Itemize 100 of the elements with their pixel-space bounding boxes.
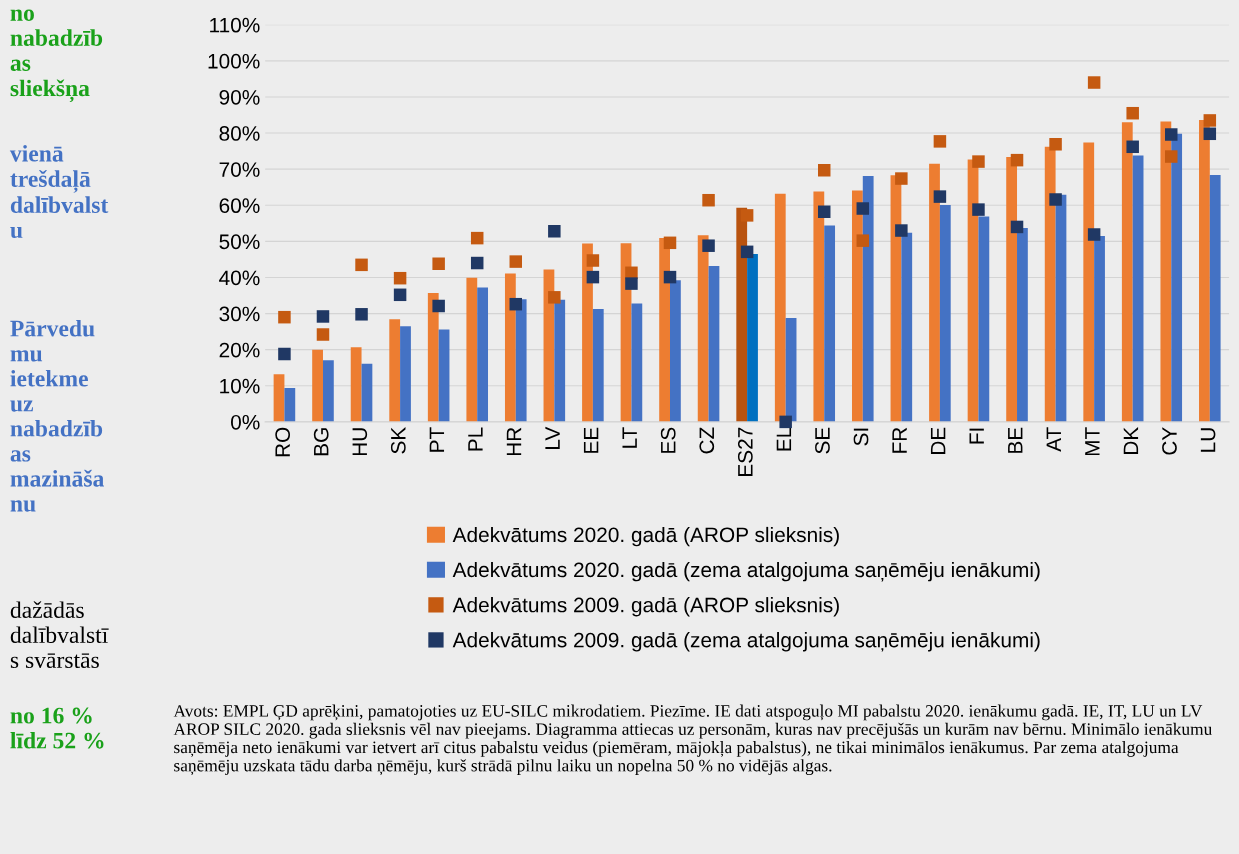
bar xyxy=(322,360,334,422)
bar xyxy=(361,363,373,422)
x-tick-label: LU xyxy=(1200,428,1216,452)
bar xyxy=(515,299,527,422)
bar xyxy=(862,176,874,422)
point xyxy=(509,255,523,268)
bar xyxy=(438,329,450,422)
point xyxy=(470,256,484,270)
point xyxy=(1087,228,1101,241)
x-tick-label: DK xyxy=(1123,426,1139,454)
bar xyxy=(631,303,643,422)
point xyxy=(548,291,561,304)
point xyxy=(856,202,870,215)
x-tick-label: AT xyxy=(1046,427,1061,452)
point xyxy=(972,155,985,168)
x-tick-label: FR xyxy=(892,427,907,453)
point xyxy=(702,239,715,252)
x-tick-label: EE xyxy=(583,427,599,453)
x-tick-label: HR xyxy=(506,427,522,456)
text: Avots: EMPL ĢD aprēķini, pamatojoties uz EU-SILC mikrodatiem. Piezīme. IE dati atspoguļo MI pabalstu 2020. ienākumu gadā. IE, IT, LU un LV AROP SILC 2020. gada slieksnis vēl nav pieejams. Diagramma attiecas uz personām, kuras nav precējušās un kurām nav bērnu. Minimālo ienākumu saņēmēja neto ienākumi var ietvert arī citus pabalstu veidus (piemēram, mājokļa pabalstus), ne tikai minimālos ienākumus. Par zema atalgojuma saņēmēju uzskata tādu darba ņēmēju, kurš strādā pilnu laiku un nopelna 50 % no vidējās algas. xyxy=(173,704,1212,776)
point xyxy=(1203,114,1217,127)
bar xyxy=(582,243,593,422)
x-tick-label: DE xyxy=(930,427,946,454)
x-tick-label: SK xyxy=(390,426,406,454)
point xyxy=(895,224,908,237)
point xyxy=(933,190,947,203)
bar xyxy=(670,280,681,422)
point xyxy=(393,288,407,302)
legend-label: Adekvātums 2009. gadā (AROP slieksnis) xyxy=(452,597,839,617)
x-tick-label: RO xyxy=(275,427,291,457)
bar xyxy=(1121,122,1133,422)
point xyxy=(355,308,368,321)
bar xyxy=(504,273,516,422)
y-tick-label: 100% xyxy=(208,53,260,69)
point xyxy=(663,236,677,250)
point xyxy=(1049,138,1062,151)
bar xyxy=(1017,228,1028,422)
point xyxy=(895,172,908,185)
point xyxy=(316,328,330,341)
point xyxy=(1087,76,1101,89)
point xyxy=(702,193,715,207)
bar xyxy=(659,238,670,422)
legend-label: Adekvātums 2020. gadā (zema atalgojuma saņēmēju ienākumi) xyxy=(452,561,1040,582)
x-tick-label: EL xyxy=(776,427,792,451)
bar xyxy=(824,225,836,422)
x-tick-label: LV xyxy=(545,426,560,449)
point xyxy=(432,299,445,313)
point xyxy=(1165,150,1178,163)
y-tick-label: 0% xyxy=(230,414,260,430)
x-tick-label: CZ xyxy=(699,427,715,454)
bar xyxy=(851,190,863,422)
point xyxy=(1126,140,1139,154)
bar xyxy=(939,204,951,422)
x-tick-label: BG xyxy=(313,428,329,456)
bar xyxy=(284,387,296,422)
x-tick-label: ES xyxy=(660,427,676,453)
point xyxy=(972,203,985,216)
y-tick-label: 10% xyxy=(220,378,260,394)
bar xyxy=(1006,156,1018,422)
bar xyxy=(813,191,825,422)
bar xyxy=(389,319,401,422)
text: no nabadzīb as sliekšņa xyxy=(10,9,103,103)
y-tick-label: 50% xyxy=(219,234,260,250)
bar xyxy=(708,265,720,422)
bar xyxy=(350,347,362,422)
point xyxy=(1049,193,1062,206)
point xyxy=(1126,106,1139,120)
point xyxy=(625,277,638,290)
y-tick-label: 110% xyxy=(210,17,260,33)
x-tick-label: CY xyxy=(1162,427,1177,455)
x-tick-label: PT xyxy=(429,427,445,452)
point xyxy=(470,231,484,245)
point xyxy=(817,205,831,219)
bar xyxy=(929,163,940,422)
bar xyxy=(554,299,566,422)
y-tick-label: 20% xyxy=(219,342,260,358)
point xyxy=(586,254,600,267)
point xyxy=(316,310,330,323)
point xyxy=(355,258,368,272)
point xyxy=(1010,153,1024,167)
point xyxy=(509,297,523,311)
bar xyxy=(427,293,439,422)
legend-label: Adekvātums 2020. gadā (AROP slieksnis) xyxy=(452,526,839,547)
bar xyxy=(774,193,786,422)
bar xyxy=(273,374,285,422)
bar xyxy=(1160,121,1172,422)
bar xyxy=(1171,133,1183,422)
legend-label: Adekvātums 2009. gadā (zema atalgojuma saņēmēju ienākumi) xyxy=(452,632,1040,652)
bar xyxy=(1094,235,1105,422)
text: no 16 % līdz 52 % xyxy=(10,707,104,749)
y-tick-label: 80% xyxy=(219,126,260,141)
x-tick-label: SI xyxy=(853,428,869,446)
point xyxy=(1165,128,1178,141)
bar xyxy=(1044,146,1056,422)
x-tick-label: ES27 xyxy=(737,427,753,476)
bar xyxy=(1209,174,1221,422)
bar xyxy=(1132,155,1144,422)
x-tick-label: HU xyxy=(352,428,368,456)
bar xyxy=(1199,120,1210,422)
x-tick-label: SE xyxy=(815,427,830,454)
